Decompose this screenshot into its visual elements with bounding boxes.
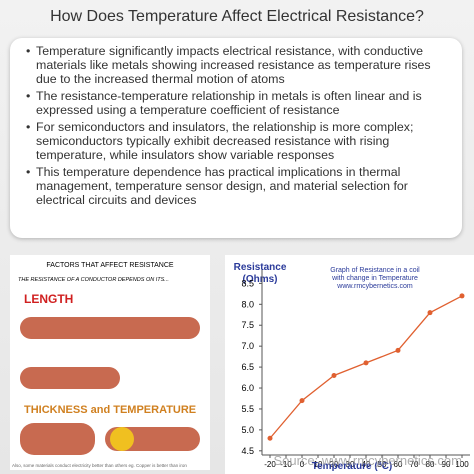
- bullet-list: Temperature significantly impacts electr…: [10, 44, 462, 207]
- y-tick-label: 8.5: [241, 278, 254, 288]
- x-tick-label: -20: [264, 460, 276, 469]
- marker: [363, 360, 369, 366]
- y-axis-label: Resistance (Ohms): [234, 262, 287, 285]
- bullet: For semiconductors and insulators, the r…: [26, 120, 454, 162]
- x-tick-label: 10: [314, 460, 323, 469]
- x-tick-label: 50: [378, 460, 387, 469]
- marker: [267, 435, 273, 441]
- source: Source: www.rmcybernetics.com: [273, 453, 462, 468]
- y-tick-label: 7.5: [241, 320, 254, 330]
- text-box: Temperature significantly impacts electr…: [10, 38, 462, 238]
- marker: [299, 398, 305, 404]
- ill-panel: THICKNESS and TEMPERATURE: [24, 404, 196, 416]
- title: How Does Temperature Affect Electrical R…: [50, 8, 424, 25]
- y-tick-label: 7.0: [241, 341, 254, 351]
- ill-title: FACTORS THAT AFFECT RESISTANCE: [46, 262, 174, 269]
- y-tick-label: 4.5: [241, 446, 254, 456]
- ill-caption: THE RESISTANCE OF A CONDUCTOR DEPENDS ON…: [18, 277, 169, 283]
- x-tick-label: 80: [426, 460, 435, 469]
- y-tick-label: 5.0: [241, 425, 254, 435]
- y-tick-label: 5.5: [241, 404, 254, 414]
- marker: [395, 347, 401, 353]
- ill-footer: Also, some materials conduct electricity…: [12, 463, 187, 468]
- y-tick-label: 6.0: [241, 383, 254, 393]
- bullet: Temperature significantly impacts electr…: [26, 44, 454, 86]
- bullet: The resistance-temperature relationship …: [26, 89, 454, 117]
- bullet: This temperature dependence has practica…: [26, 165, 454, 207]
- chart-bg: [225, 255, 474, 474]
- marker: [459, 293, 465, 299]
- marker: [427, 310, 433, 316]
- x-tick-label: 20: [330, 460, 339, 469]
- x-tick-label: 40: [362, 460, 371, 469]
- y-tick-label: 8.0: [241, 299, 254, 309]
- x-tick-label: 90: [442, 460, 451, 469]
- x-axis-label: Temperature (°C): [312, 461, 393, 472]
- x-tick-label: 0: [300, 460, 305, 469]
- x-tick-label: 100: [455, 460, 469, 469]
- illustration: FACTORS THAT AFFECT RESISTANCE THE RESIS…: [10, 255, 210, 470]
- x-tick-label: 70: [410, 460, 419, 469]
- x-tick-label: -10: [280, 460, 292, 469]
- ill-panel: LENGTH: [24, 292, 73, 306]
- x-tick-label: 60: [394, 460, 403, 469]
- chart-title: Graph of Resistance in a coil with change…: [330, 267, 420, 290]
- marker: [331, 372, 337, 378]
- y-tick-label: 6.5: [241, 362, 254, 372]
- x-tick-label: 30: [346, 460, 355, 469]
